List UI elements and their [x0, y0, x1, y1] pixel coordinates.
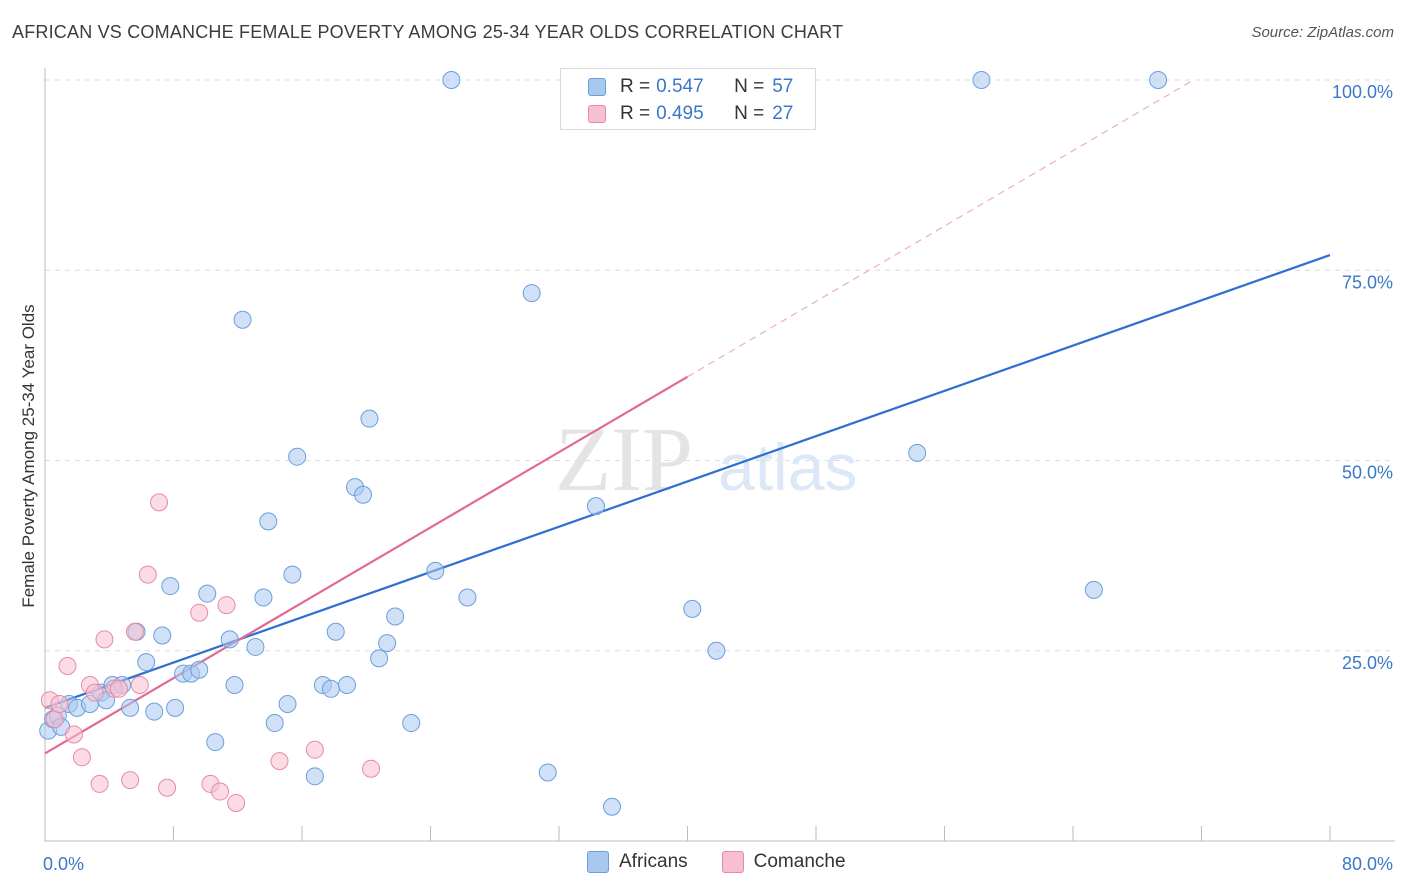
chart-title: AFRICAN VS COMANCHE FEMALE POVERTY AMONG… — [12, 22, 844, 42]
data-point-comanche — [64, 725, 83, 744]
data-point-africans — [288, 447, 307, 466]
data-point-comanche — [190, 603, 209, 622]
data-point-comanche — [362, 759, 381, 778]
data-point-africans — [603, 797, 622, 816]
data-point-africans — [153, 626, 172, 645]
data-point-africans — [1084, 580, 1103, 599]
series-legend: Africans Comanche — [587, 851, 880, 873]
y-tick-label: 100.0% — [1332, 82, 1393, 102]
data-point-africans — [360, 409, 379, 428]
x-tick-label-min: 0.0% — [43, 854, 84, 874]
data-point-comanche — [211, 782, 230, 801]
r-value: 0.547 — [656, 75, 704, 97]
data-point-africans — [278, 695, 297, 714]
data-point-africans — [370, 649, 389, 668]
data-point-africans — [908, 443, 927, 462]
legend-label-comanche: Comanche — [753, 851, 846, 872]
data-point-comanche — [72, 748, 91, 767]
data-point-africans — [206, 733, 225, 752]
y-tick-label: 25.0% — [1342, 653, 1393, 673]
data-point-comanche — [138, 565, 157, 584]
data-point-comanche — [130, 675, 149, 694]
data-point-comanche — [125, 622, 144, 641]
r-label: R = — [620, 75, 651, 97]
data-point-comanche — [150, 493, 169, 512]
data-point-africans — [190, 660, 209, 679]
data-point-africans — [683, 599, 702, 618]
data-point-africans — [326, 622, 345, 641]
r-label: R = — [620, 102, 651, 124]
data-point-africans — [402, 714, 421, 733]
data-point-africans — [972, 71, 991, 89]
y-tick-label: 50.0% — [1342, 463, 1393, 483]
data-point-comanche — [121, 771, 140, 790]
trend-line-extension-comanche — [687, 79, 1194, 378]
data-point-comanche — [45, 710, 64, 729]
data-point-africans — [426, 561, 445, 580]
data-point-africans — [225, 675, 244, 694]
data-point-africans — [442, 71, 461, 89]
data-point-africans — [121, 698, 140, 717]
data-point-africans — [265, 714, 284, 733]
data-point-africans — [254, 588, 273, 607]
data-point-comanche — [90, 774, 109, 793]
n-label: N = — [734, 75, 765, 97]
correlation-legend: R = 0.547 N = 57 R = 0.495 N = 27 — [560, 68, 816, 130]
data-point-africans — [137, 653, 156, 672]
data-point-africans — [161, 577, 180, 596]
trend-line-africans — [44, 253, 1331, 709]
watermark-zip: ZIP — [555, 408, 693, 510]
data-point-comanche — [158, 778, 177, 797]
data-point-comanche — [217, 596, 236, 615]
n-label: N = — [734, 102, 765, 124]
data-point-africans — [538, 763, 557, 782]
y-tick-label: 75.0% — [1342, 272, 1393, 292]
data-point-comanche — [85, 683, 104, 702]
legend-item-africans[interactable]: Africans — [587, 851, 688, 873]
data-point-africans — [166, 698, 185, 717]
data-point-africans — [321, 679, 340, 698]
r-value: 0.495 — [656, 102, 704, 124]
data-point-comanche — [50, 695, 69, 714]
data-point-comanche — [305, 740, 324, 759]
africans-swatch — [588, 77, 606, 96]
comanche-legend-swatch — [721, 851, 744, 873]
data-point-comanche — [95, 630, 114, 649]
data-point-africans — [378, 634, 397, 653]
comanche-swatch — [588, 104, 606, 123]
data-point-africans — [707, 641, 726, 660]
data-point-africans — [145, 702, 164, 721]
data-point-africans — [354, 485, 373, 504]
data-point-africans — [1149, 71, 1168, 89]
data-point-africans — [233, 310, 252, 329]
legend-item-comanche[interactable]: Comanche — [721, 851, 846, 873]
data-point-comanche — [58, 656, 77, 675]
n-value: 57 — [772, 75, 794, 97]
data-point-africans — [522, 284, 541, 303]
watermark-atlas: atlas — [718, 430, 857, 504]
data-point-comanche — [109, 679, 128, 698]
data-point-africans — [305, 767, 324, 786]
legend-row-comanche: R = 0.495 N = 27 — [561, 100, 793, 127]
x-tick-label-max: 80.0% — [1342, 854, 1393, 874]
legend-row-africans: R = 0.547 N = 57 — [561, 73, 793, 100]
y-axis-label: Female Poverty Among 25-34 Year Olds — [19, 304, 38, 608]
data-point-africans — [337, 675, 356, 694]
trend-line-comanche — [44, 375, 689, 755]
data-point-africans — [586, 497, 605, 516]
n-value: 27 — [772, 102, 794, 124]
data-point-africans — [198, 584, 217, 603]
data-point-africans — [259, 512, 278, 531]
data-point-africans — [246, 637, 265, 656]
data-point-africans — [386, 607, 405, 626]
legend-label-africans: Africans — [619, 851, 688, 872]
data-point-africans — [458, 588, 477, 607]
africans-legend-swatch — [587, 851, 609, 873]
data-point-comanche — [227, 793, 246, 812]
source-credit: Source: ZipAtlas.com — [1251, 24, 1394, 41]
data-point-africans — [220, 630, 239, 649]
data-point-comanche — [270, 752, 289, 771]
data-point-africans — [283, 565, 302, 584]
